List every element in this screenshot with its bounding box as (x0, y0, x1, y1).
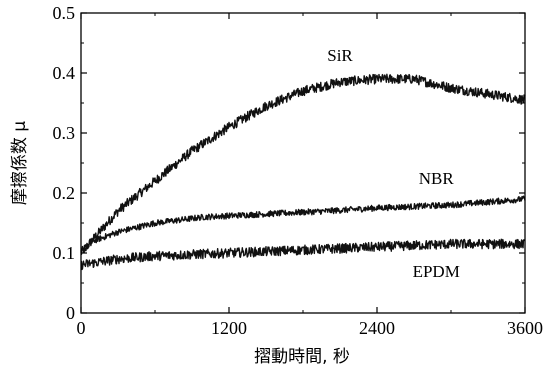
x-tick-label: 3600 (507, 318, 543, 338)
y-tick-label: 0 (66, 303, 75, 323)
x-tick-label: 2400 (359, 318, 395, 338)
y-tick-label: 0.1 (53, 243, 76, 263)
y-tick-label: 0.3 (53, 123, 76, 143)
x-tick-label: 1200 (211, 318, 247, 338)
y-tick-label: 0.5 (53, 3, 76, 23)
x-axis-label: 摺動時間, 秒 (254, 347, 350, 367)
y-axis-label: 摩擦係数 μ (10, 121, 30, 205)
series-label-sir: SiR (327, 46, 353, 65)
series-layer (80, 73, 526, 271)
labels-layer: 摺動時間, 秒 摩擦係数 μ SiR NBR EPDM (10, 46, 460, 367)
x-tick-label: 0 (77, 318, 86, 338)
series-label-epdm: EPDM (413, 262, 460, 281)
series-line-nbr (80, 195, 526, 254)
ticks-layer: 0 0.1 0.2 0.3 0.4 0.5 0 1200 2400 3600 (53, 3, 544, 338)
y-tick-label: 0.2 (53, 183, 76, 203)
series-line-sir (80, 73, 526, 256)
series-label-nbr: NBR (419, 169, 455, 188)
y-tick-label: 0.4 (53, 63, 76, 83)
series-line-epdm (80, 238, 526, 271)
